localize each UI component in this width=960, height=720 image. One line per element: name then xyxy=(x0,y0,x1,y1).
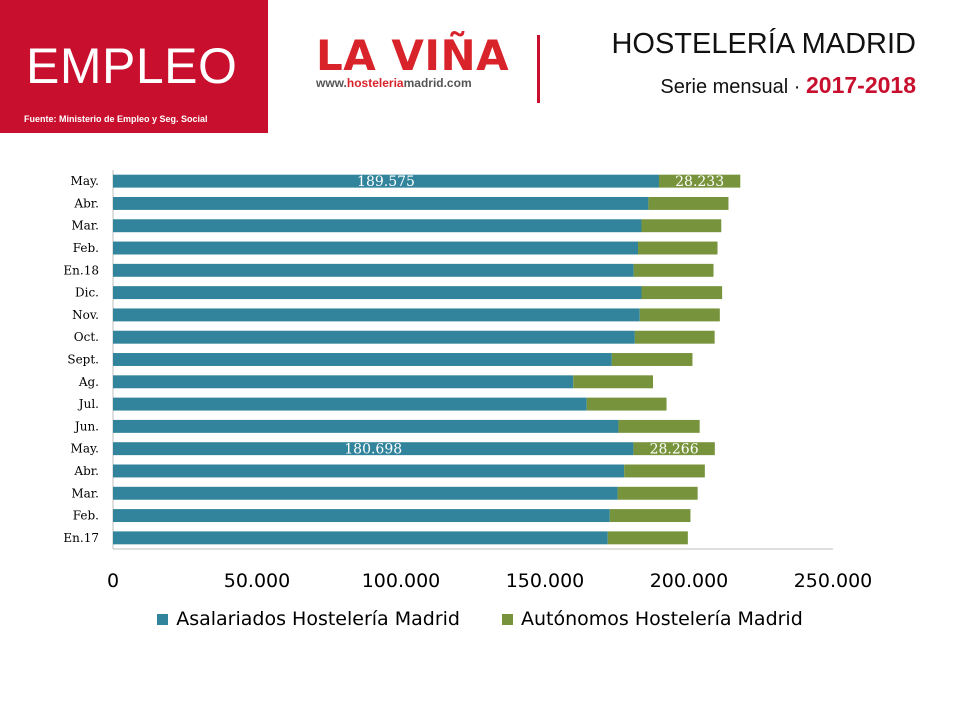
bar-asalariados-5 xyxy=(113,419,619,433)
category-label-12: En.18 xyxy=(63,263,99,277)
category-label-15: Abr. xyxy=(73,196,99,210)
legend-swatch xyxy=(157,613,169,625)
data-label-autonomos-16: 28.233 xyxy=(675,174,724,190)
bar-autonomos-6 xyxy=(586,397,667,411)
bar-asalariados-10 xyxy=(113,308,640,322)
legend-label: Asalariados Hostelería Madrid xyxy=(176,608,460,630)
bar-autonomos-13 xyxy=(638,241,718,255)
subtitle-prefix: Serie mensual · xyxy=(660,76,806,98)
data-label-asalariados-16: 189.575 xyxy=(357,174,415,190)
bar-asalariados-9 xyxy=(113,330,635,344)
bar-autonomos-16 xyxy=(658,174,741,188)
bar-asalariados-1 xyxy=(113,509,610,523)
category-label-1: Feb. xyxy=(73,509,99,523)
bar-asalariados-4 xyxy=(113,442,634,456)
subtitle-years: 2017-2018 xyxy=(806,72,916,98)
category-label-13: Feb. xyxy=(73,241,99,255)
category-label-3: Abr. xyxy=(73,464,99,478)
category-label-8: Sept. xyxy=(67,353,99,367)
header-divider xyxy=(537,35,540,103)
category-label-0: En.17 xyxy=(63,531,99,545)
bar-asalariados-0 xyxy=(113,531,608,545)
bar-asalariados-12 xyxy=(113,263,634,277)
bar-autonomos-12 xyxy=(633,263,714,277)
chart-legend: Asalariados Hostelería Madrid Autónomos H… xyxy=(0,608,960,630)
bar-asalariados-2 xyxy=(113,486,618,500)
section-banner: EMPLEO Fuente: Ministerio de Empleo y Se… xyxy=(0,0,268,133)
bar-autonomos-15 xyxy=(648,196,729,210)
page-subtitle: Serie mensual · 2017-2018 xyxy=(660,72,916,99)
category-label-10: Nov. xyxy=(72,308,99,322)
category-label-16: May. xyxy=(71,174,99,188)
bar-asalariados-6 xyxy=(113,397,587,411)
bar-autonomos-2 xyxy=(617,486,698,500)
bar-autonomos-5 xyxy=(618,419,700,433)
x-tick-label-2: 100.000 xyxy=(362,570,441,592)
bar-asalariados-13 xyxy=(113,241,639,255)
legend-item-asalariados: Asalariados Hostelería Madrid xyxy=(157,608,460,630)
bar-autonomos-0 xyxy=(607,531,688,545)
data-label-autonomos-4: 28.266 xyxy=(650,442,699,458)
logo-url-suffix: madrid.com xyxy=(403,76,472,90)
x-tick-label-1: 50.000 xyxy=(224,570,290,592)
bar-autonomos-3 xyxy=(624,464,705,478)
bar-autonomos-4 xyxy=(633,442,715,456)
x-tick-label-5: 250.000 xyxy=(794,570,873,592)
bar-asalariados-16 xyxy=(113,174,659,188)
bar-autonomos-7 xyxy=(573,375,653,389)
bar-asalariados-15 xyxy=(113,196,649,210)
category-label-2: Mar. xyxy=(71,486,99,500)
x-tick-label-3: 150.000 xyxy=(506,570,585,592)
bar-autonomos-8 xyxy=(611,353,693,366)
bar-asalariados-11 xyxy=(113,286,642,300)
source-note: Fuente: Ministerio de Empleo y Seg. Soci… xyxy=(24,114,208,124)
bar-autonomos-14 xyxy=(641,219,722,233)
logo-url-highlight: hosteleria xyxy=(346,76,404,90)
category-label-14: Mar. xyxy=(71,219,99,233)
bar-asalariados-3 xyxy=(113,464,625,478)
legend-item-autonomos: Autónomos Hostelería Madrid xyxy=(501,608,803,630)
logo-url: www.hosteleriamadrid.com xyxy=(316,76,512,90)
stacked-bar-chart: En.17 Feb. Mar. Abr. May. Jun. Jul. Ag. Sept. Oct… xyxy=(63,170,873,592)
category-label-7: Ag. xyxy=(78,375,99,389)
page-title: HOSTELERÍA MADRID xyxy=(611,28,916,60)
legend-label: Autónomos Hostelería Madrid xyxy=(520,608,803,630)
logo-wordmark: LA VIÑA xyxy=(316,31,510,80)
bar-autonomos-10 xyxy=(639,308,720,322)
x-tick-label-0: 0 xyxy=(107,570,119,592)
data-label-asalariados-4: 180.698 xyxy=(344,442,402,458)
bar-asalariados-8 xyxy=(113,353,612,366)
bar-autonomos-11 xyxy=(641,286,723,300)
category-label-6: Jul. xyxy=(77,397,99,411)
bar-asalariados-7 xyxy=(113,375,574,389)
category-label-4: May. xyxy=(71,442,99,456)
x-tick-label-4: 200.000 xyxy=(650,570,729,592)
legend-swatch xyxy=(501,613,513,625)
bar-autonomos-1 xyxy=(609,509,691,523)
logo-url-prefix: www. xyxy=(316,76,347,90)
category-label-5: Jun. xyxy=(73,419,99,433)
category-label-11: Dic. xyxy=(75,286,99,300)
bar-asalariados-14 xyxy=(113,219,642,233)
bar-autonomos-9 xyxy=(634,330,715,344)
section-title: EMPLEO xyxy=(26,38,238,94)
la-vina-logo: LA VIÑA www.hosteleriamadrid.com xyxy=(316,34,512,94)
category-label-9: Oct. xyxy=(74,330,99,344)
